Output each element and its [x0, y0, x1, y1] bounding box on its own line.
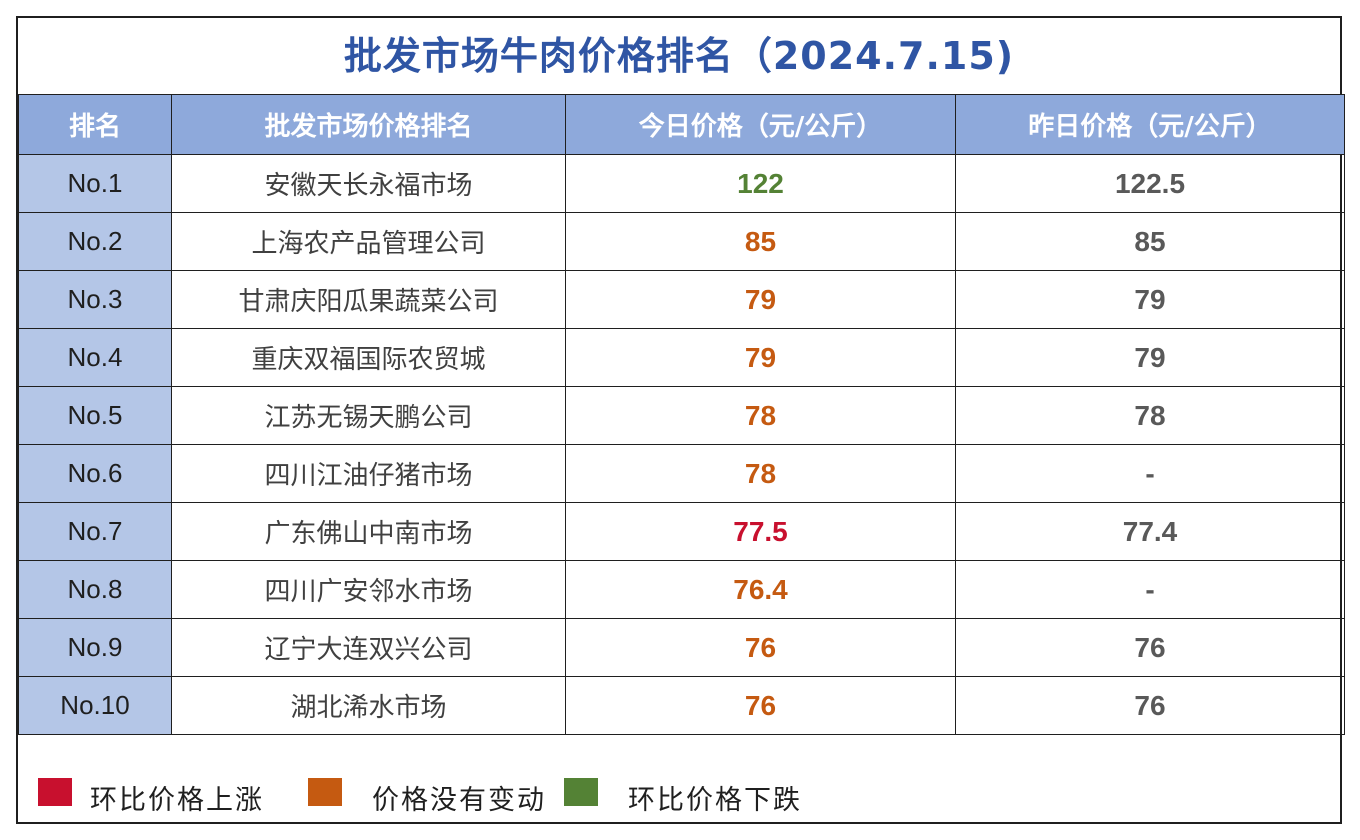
page-title: 批发市场牛肉价格排名（2024.7.15) — [343, 34, 1015, 78]
table-row: No.4 重庆双福国际农贸城 79 79 — [18, 328, 1345, 387]
rank-cell: No.4 — [18, 328, 172, 387]
table-row: No.1 安徽天长永福市场 122 122.5 — [18, 154, 1345, 213]
yesterday-price-cell: 78 — [955, 386, 1345, 445]
yesterday-price-cell: 76 — [955, 618, 1345, 677]
table-row: No.10 湖北浠水市场 76 76 — [18, 676, 1345, 735]
column-header-yesterday-price: 昨日价格（元/公斤） — [955, 94, 1345, 155]
market-cell: 江苏无锡天鹏公司 — [171, 386, 566, 445]
table-row: No.7 广东佛山中南市场 77.5 77.4 — [18, 502, 1345, 561]
ranking-table: 排名 批发市场价格排名 今日价格（元/公斤） 昨日价格（元/公斤） No.1 安… — [18, 94, 1345, 735]
legend-label-flat: 价格没有变动 — [372, 785, 546, 816]
today-price-cell: 79 — [565, 328, 956, 387]
today-price-cell: 78 — [565, 444, 956, 503]
rank-cell: No.7 — [18, 502, 172, 561]
legend-label-up: 环比价格上涨 — [90, 785, 264, 816]
today-price-cell: 78 — [565, 386, 956, 445]
rank-cell: No.2 — [18, 212, 172, 271]
today-price-cell: 85 — [565, 212, 956, 271]
yesterday-price-cell: 79 — [955, 270, 1345, 329]
market-cell: 四川江油仔猪市场 — [171, 444, 566, 503]
table-row: No.2 上海农产品管理公司 85 85 — [18, 212, 1345, 271]
rank-cell: No.8 — [18, 560, 172, 619]
market-cell: 广东佛山中南市场 — [171, 502, 566, 561]
rank-cell: No.1 — [18, 154, 172, 213]
today-price-cell: 77.5 — [565, 502, 956, 561]
legend-label-down: 环比价格下跌 — [628, 785, 802, 816]
rank-cell: No.3 — [18, 270, 172, 329]
table-header-row: 排名 批发市场价格排名 今日价格（元/公斤） 昨日价格（元/公斤） — [18, 94, 1345, 155]
market-cell: 四川广安邻水市场 — [171, 560, 566, 619]
rank-cell: No.5 — [18, 386, 172, 445]
legend-swatch-flat — [308, 778, 342, 806]
table-row: No.8 四川广安邻水市场 76.4 - — [18, 560, 1345, 619]
column-header-market: 批发市场价格排名 — [171, 94, 566, 155]
yesterday-price-cell: 76 — [955, 676, 1345, 735]
today-price-cell: 76 — [565, 618, 956, 677]
price-ranking-panel: 批发市场牛肉价格排名（2024.7.15) 排名 批发市场价格排名 今日价格（元… — [16, 16, 1345, 824]
today-price-cell: 122 — [565, 154, 956, 213]
yesterday-price-cell: - — [955, 560, 1345, 619]
yesterday-price-cell: 77.4 — [955, 502, 1345, 561]
market-cell: 安徽天长永福市场 — [171, 154, 566, 213]
column-header-today-price: 今日价格（元/公斤） — [565, 94, 956, 155]
market-cell: 甘肃庆阳瓜果蔬菜公司 — [171, 270, 566, 329]
table-row: No.6 四川江油仔猪市场 78 - — [18, 444, 1345, 503]
color-legend: 环比价格上涨 价格没有变动 环比价格下跌 — [18, 754, 1340, 824]
market-cell: 上海农产品管理公司 — [171, 212, 566, 271]
column-header-rank: 排名 — [18, 94, 172, 155]
rank-cell: No.10 — [18, 676, 172, 735]
today-price-cell: 76 — [565, 676, 956, 735]
market-cell: 辽宁大连双兴公司 — [171, 618, 566, 677]
today-price-cell: 79 — [565, 270, 956, 329]
yesterday-price-cell: 122.5 — [955, 154, 1345, 213]
yesterday-price-cell: 85 — [955, 212, 1345, 271]
yesterday-price-cell: - — [955, 444, 1345, 503]
rank-cell: No.9 — [18, 618, 172, 677]
yesterday-price-cell: 79 — [955, 328, 1345, 387]
legend-swatch-up — [38, 778, 72, 806]
table-row: No.9 辽宁大连双兴公司 76 76 — [18, 618, 1345, 677]
table-row: No.3 甘肃庆阳瓜果蔬菜公司 79 79 — [18, 270, 1345, 329]
today-price-cell: 76.4 — [565, 560, 956, 619]
market-cell: 重庆双福国际农贸城 — [171, 328, 566, 387]
rank-cell: No.6 — [18, 444, 172, 503]
market-cell: 湖北浠水市场 — [171, 676, 566, 735]
legend-swatch-down — [564, 778, 598, 806]
table-row: No.5 江苏无锡天鹏公司 78 78 — [18, 386, 1345, 445]
